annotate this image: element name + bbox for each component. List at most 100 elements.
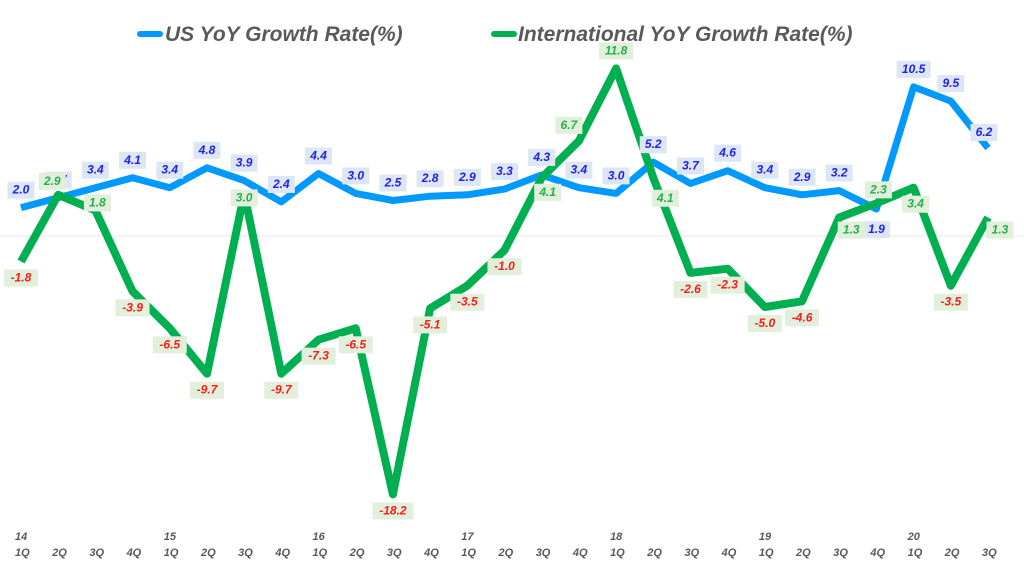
data-label-bg: [788, 168, 816, 186]
data-label-bg: [156, 161, 184, 179]
data-label-text: 2.0: [12, 183, 30, 197]
series-line-international: [17, 64, 992, 499]
data-label-bg: [896, 60, 931, 78]
data-label-text: 1.9: [868, 222, 885, 236]
data-label-bg: [639, 136, 667, 154]
data-label-text: 4.4: [309, 149, 327, 163]
data-label-text: 3.9: [236, 156, 253, 170]
data-label-text: 4.6: [718, 146, 736, 160]
x-tick-label: 1Q: [461, 547, 476, 559]
data-label-text: 4.3: [532, 150, 550, 164]
data-label-international: 2.3: [864, 181, 892, 199]
data-label-bg: [534, 183, 562, 201]
legend-item-international[interactable]: International YoY Growth Rate(%): [491, 23, 852, 46]
data-label-bg: [83, 194, 111, 212]
data-label-us: 6.2: [970, 123, 998, 141]
legend-label-us: US YoY Growth Rate(%): [165, 23, 403, 46]
data-label-bg: [651, 189, 679, 207]
data-label-bg: [751, 161, 779, 179]
data-label-us: 3.2: [825, 164, 853, 182]
x-year-label: 17: [461, 531, 474, 543]
data-label-us: 9.5: [937, 75, 965, 93]
data-label-bg: [970, 123, 998, 141]
data-label-us: 2.9: [788, 168, 816, 186]
x-tick-label: 2Q: [200, 547, 216, 559]
data-label-text: -9.7: [271, 383, 293, 397]
data-label-us: 3.0: [342, 167, 370, 185]
data-label-international: 11.8: [599, 42, 634, 60]
legend-item-us[interactable]: US YoY Growth Rate(%): [137, 23, 403, 46]
x-year-label: 15: [164, 531, 177, 543]
x-tick-label: 1Q: [15, 547, 30, 559]
data-label-international: 2.9: [38, 172, 66, 190]
data-label-us: 3.3: [491, 163, 518, 181]
data-label-international: -5.0: [747, 315, 782, 332]
x-year-label: 14: [15, 531, 27, 543]
data-label-bg: [119, 151, 147, 169]
x-year-label: 18: [610, 531, 623, 543]
data-label-text: 4.1: [656, 191, 674, 205]
data-label-bg: [450, 293, 485, 311]
data-label-bg: [301, 347, 336, 365]
data-label-text: 2.4: [272, 177, 290, 191]
data-label-international: -9.7: [189, 381, 224, 399]
data-label-bg: [487, 258, 522, 276]
data-label-us: 2.8: [416, 170, 444, 188]
data-label-text: -9.7: [197, 383, 219, 397]
data-label-text: 6.2: [976, 125, 993, 139]
data-label-bg: [862, 221, 890, 239]
data-label-text: -1.0: [494, 259, 515, 273]
data-label-text: -1.8: [11, 271, 32, 285]
data-label-international: -7.3: [301, 347, 336, 365]
series-line-us: [20, 83, 991, 213]
data-label-text: 11.8: [605, 43, 628, 57]
data-label-bg: [933, 293, 968, 311]
data-label-us: 1.9: [862, 221, 890, 239]
data-label-bg: [81, 161, 109, 179]
data-label-text: -3.5: [940, 295, 961, 309]
data-label-text: 2.9: [793, 170, 811, 184]
data-label-bg: [528, 148, 556, 166]
data-label-text: 2.3: [869, 182, 887, 196]
data-label-text: -3.5: [457, 295, 478, 309]
x-axis: 1Q 14 2Q 3Q 4Q 1Q 15 2Q 3Q 4Q 1Q 16 2Q 3Q 4Q 1Q 17 2Q 3Q 4Q…: [15, 531, 997, 559]
data-label-international: -2.3: [710, 276, 745, 294]
data-label-bg: [413, 316, 448, 334]
data-label-bg: [747, 315, 782, 332]
data-label-text: 6.7: [561, 118, 579, 132]
x-tick-label: 2Q: [51, 547, 67, 559]
data-label-bg: [115, 299, 150, 317]
data-label-text: 1.3: [992, 223, 1009, 237]
data-label-text: -5.0: [755, 316, 776, 330]
data-label-text: -18.2: [379, 503, 407, 517]
data-label-bg: [565, 161, 593, 179]
x-tick-label: 3Q: [684, 547, 699, 559]
data-label-international: 3.4: [902, 195, 930, 213]
data-label-us: 3.9: [230, 154, 258, 172]
data-label-international: -18.2: [372, 502, 414, 520]
data-label-bg: [902, 195, 930, 213]
data-label-international: -3.5: [450, 293, 485, 311]
data-label-international: -1.8: [4, 269, 38, 287]
x-tick-label: 1Q: [610, 547, 625, 559]
data-label-text: 3.0: [608, 168, 625, 182]
data-label-international: 4.1: [534, 183, 562, 201]
data-label-us: 2.9: [453, 168, 481, 186]
data-label-text: 1.3: [843, 223, 860, 237]
data-label-international: 4.1: [651, 189, 679, 207]
data-label-text: -2.3: [717, 278, 738, 292]
x-tick-label: 4Q: [423, 547, 439, 559]
data-label-international: -3.5: [933, 293, 968, 311]
data-label-text: 3.3: [496, 164, 513, 178]
data-label-text: 2.9: [458, 170, 476, 184]
data-label-text: 3.2: [831, 166, 848, 180]
data-label-text: -5.1: [420, 317, 441, 331]
data-label-text: -3.9: [122, 300, 143, 314]
data-label-bg: [342, 167, 370, 185]
data-label-bg: [4, 269, 38, 287]
data-label-bg: [193, 141, 221, 159]
data-label-text: -4.6: [792, 310, 813, 324]
data-label-us: 3.4: [751, 161, 779, 179]
data-label-text: 3.7: [682, 158, 700, 172]
legend-label-international: International YoY Growth Rate(%): [518, 23, 852, 46]
